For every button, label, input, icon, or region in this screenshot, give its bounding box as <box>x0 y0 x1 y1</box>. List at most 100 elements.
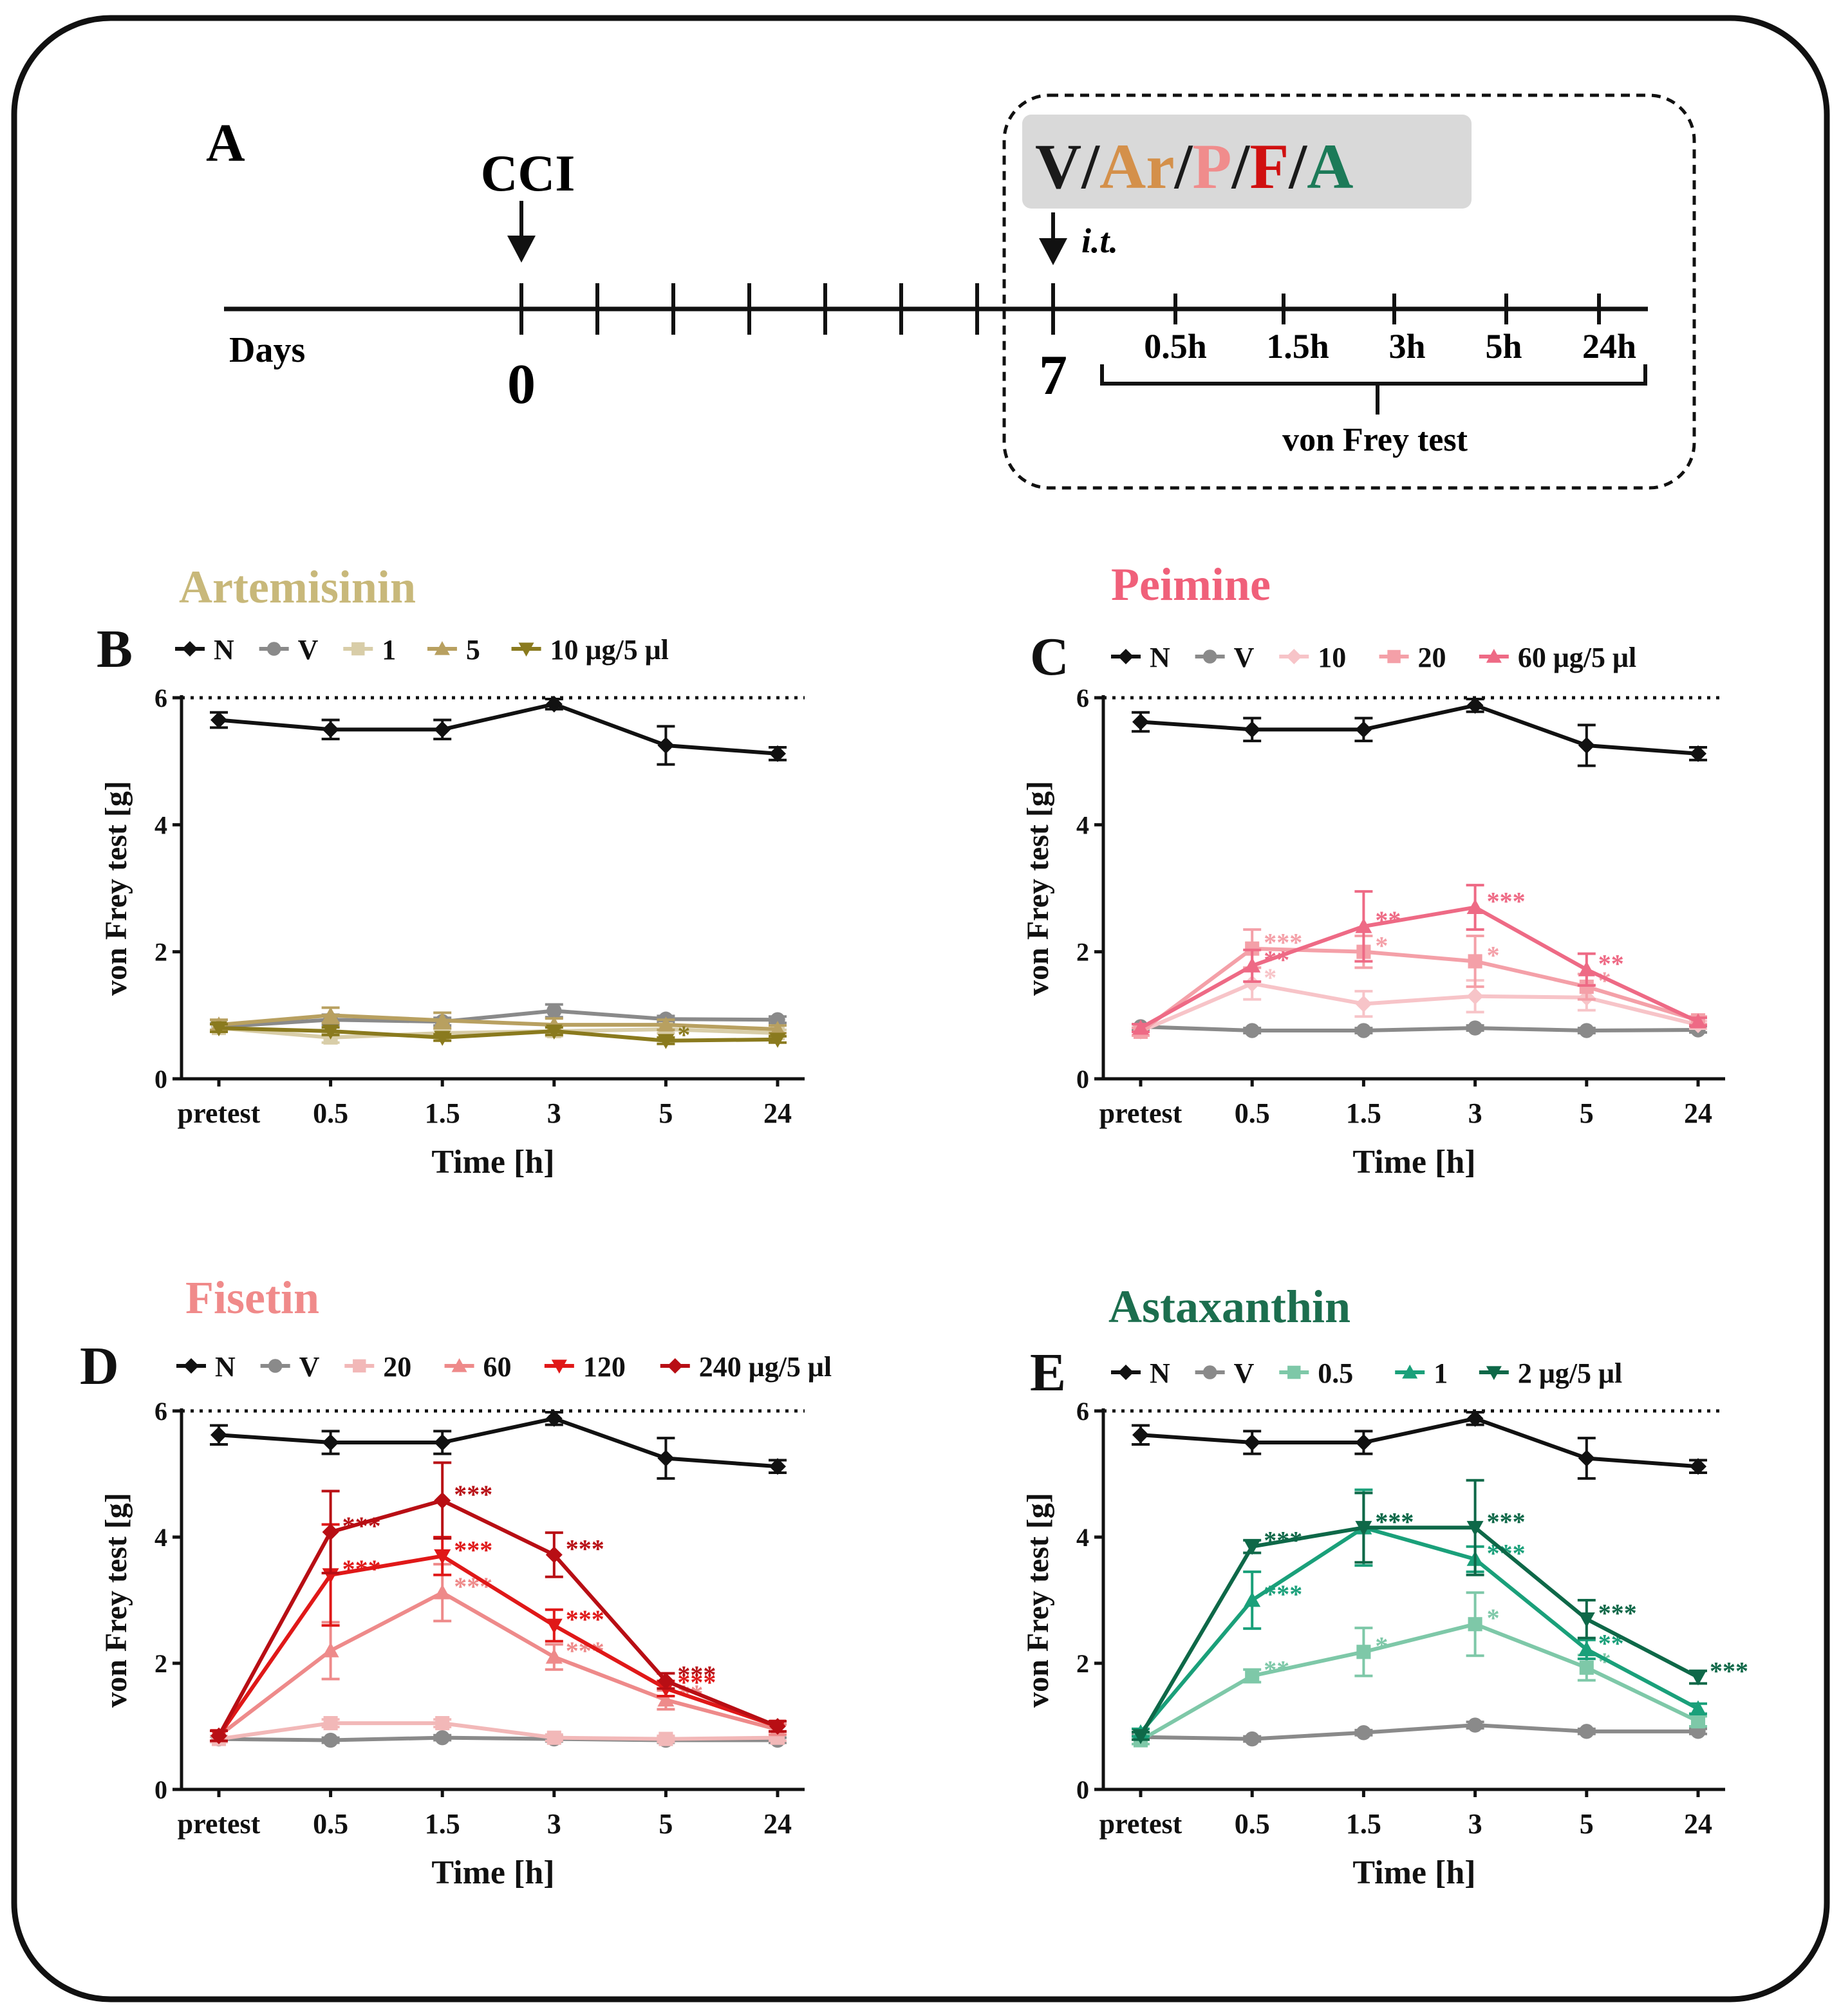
days-label: Days <box>229 330 305 370</box>
legend-label: 5 <box>466 634 480 666</box>
series-line <box>218 1026 778 1040</box>
significance-label: ** <box>1375 906 1401 935</box>
significance-label: *** <box>677 1660 716 1689</box>
data-point <box>1244 1592 1261 1607</box>
data-point <box>322 721 339 738</box>
data-point <box>1579 1023 1594 1038</box>
y-tick-label: 0 <box>154 1065 167 1094</box>
series-line <box>217 1498 779 1737</box>
panel-letter: D <box>80 1336 119 1396</box>
data-point <box>1132 1729 1149 1744</box>
data-point <box>1467 1020 1483 1036</box>
legend-label: 10 μg/5 μl <box>550 634 669 666</box>
y-tick-label: 4 <box>1076 1523 1089 1552</box>
data-point <box>1355 1434 1372 1451</box>
data-point <box>769 745 786 762</box>
y-tick-label: 0 <box>1076 1775 1089 1804</box>
panel-letter: E <box>1030 1343 1066 1403</box>
data-point <box>1579 1660 1594 1675</box>
timepoint-label: 1.5h <box>1266 327 1329 366</box>
x-tick-label: 1.5 <box>425 1097 460 1129</box>
data-point <box>1468 1617 1482 1632</box>
data-point <box>434 1012 451 1027</box>
series-line <box>1139 905 1699 1030</box>
legend-label: 240 μg/5 μl <box>699 1351 832 1383</box>
data-point <box>210 1727 227 1744</box>
x-tick-label: 3 <box>547 1808 561 1840</box>
legend-label: 60 μg/5 μl <box>1518 642 1636 673</box>
data-point <box>322 1732 339 1748</box>
legend-label: V <box>298 634 319 666</box>
day-seven-label: 7 <box>1039 344 1067 407</box>
data-point <box>1244 957 1261 973</box>
data-point <box>210 1021 227 1037</box>
x-tick-label: 3 <box>547 1097 561 1129</box>
treatment-box <box>1002 93 1696 490</box>
data-point <box>657 1672 675 1690</box>
x-tick-label: 24 <box>1684 1097 1712 1129</box>
data-point <box>1466 899 1484 914</box>
data-point <box>1468 954 1482 969</box>
data-point <box>770 1012 785 1027</box>
data-point <box>322 1024 339 1040</box>
data-point <box>1202 649 1217 664</box>
data-point <box>551 1359 567 1374</box>
legend-label: N <box>215 1351 236 1383</box>
data-point <box>1355 995 1372 1013</box>
day-zero-label: 0 <box>507 353 536 416</box>
data-point <box>1486 1366 1502 1380</box>
drug-label-background <box>1022 115 1472 209</box>
data-point <box>769 1458 786 1475</box>
cci-label: CCI <box>481 145 575 202</box>
x-tick-label: 24 <box>763 1097 792 1129</box>
y-tick-label: 4 <box>154 1523 167 1552</box>
y-tick-label: 6 <box>154 684 167 713</box>
significance-label: *** <box>1264 1526 1302 1555</box>
y-axis-label: von Frey test [g] <box>1021 1493 1055 1708</box>
x-tick-label: 5 <box>659 1097 673 1129</box>
significance-label: * <box>677 1020 690 1049</box>
series-line <box>1139 946 1699 1034</box>
legend-label: V <box>299 1351 320 1383</box>
legend-label: 1 <box>382 634 396 666</box>
data-point <box>545 1618 563 1634</box>
significance-label: *** <box>342 1511 381 1540</box>
y-tick-label: 2 <box>1076 938 1089 967</box>
x-axis-label: Time [h] <box>1352 1854 1475 1891</box>
it-arrow-icon <box>1039 238 1067 265</box>
data-point <box>1244 1540 1261 1555</box>
drug-part: V <box>1035 131 1081 202</box>
significance-label: * <box>1487 1603 1500 1632</box>
data-point <box>545 1546 563 1563</box>
series-line <box>1140 1025 1699 1033</box>
significance-label: * <box>1264 963 1276 992</box>
x-tick-label: 3 <box>1468 1808 1482 1840</box>
data-point <box>1466 696 1484 714</box>
x-tick-label: 1.5 <box>1346 1808 1381 1840</box>
data-point <box>1202 1365 1217 1379</box>
data-point <box>434 721 451 738</box>
legend-label: 20 <box>1418 642 1446 673</box>
significance-label: ** <box>1264 945 1289 974</box>
data-point <box>435 1716 450 1731</box>
series-line <box>218 1416 778 1469</box>
drug-part: / <box>1174 131 1193 202</box>
data-point <box>182 641 198 657</box>
data-point <box>1118 1365 1134 1380</box>
data-point <box>1690 1013 1706 1029</box>
series-line <box>218 1721 778 1741</box>
x-tick-label: 0.5 <box>1235 1097 1270 1129</box>
data-point <box>547 1003 562 1019</box>
data-point <box>434 1031 451 1046</box>
data-point <box>1578 1450 1595 1467</box>
day-ticks <box>519 283 1055 335</box>
timepoint-label: 0.5h <box>1144 327 1207 366</box>
data-point <box>769 1718 786 1735</box>
data-point <box>434 1549 451 1565</box>
x-tick-label: pretest <box>178 1097 261 1129</box>
y-axis-label: von Frey test [g] <box>99 781 133 996</box>
data-point <box>1244 975 1261 992</box>
data-point <box>435 1730 450 1746</box>
